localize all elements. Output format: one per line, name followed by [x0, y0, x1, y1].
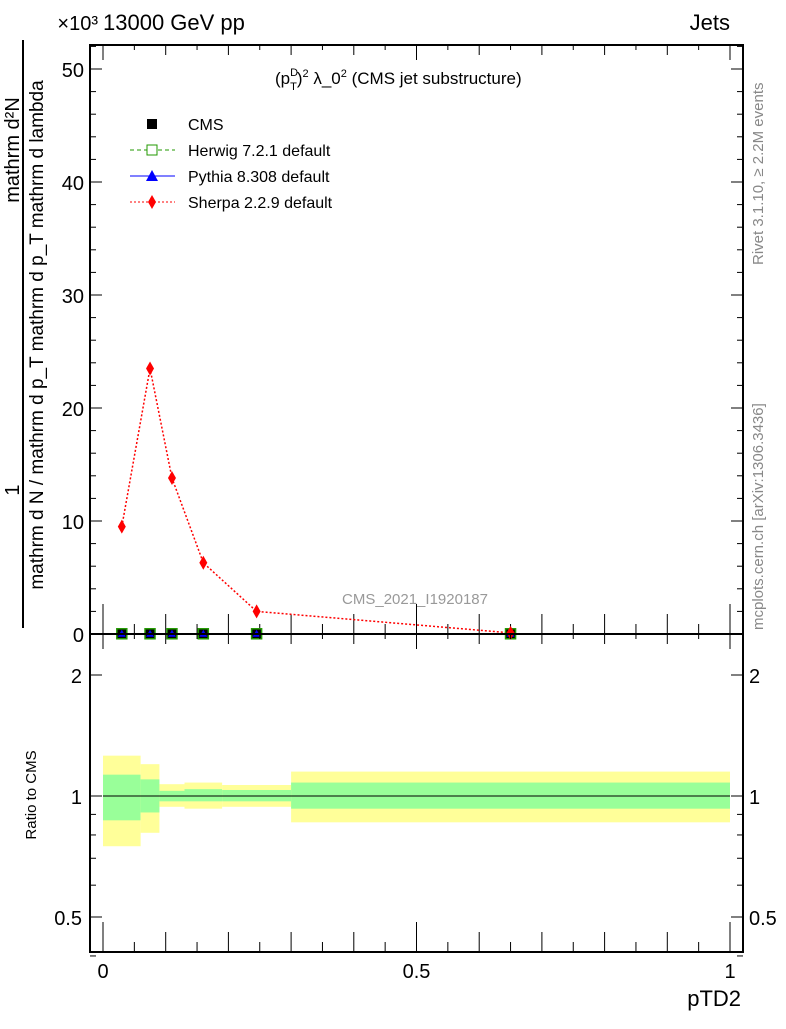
ratio-y-tick-label: 1	[71, 787, 82, 809]
header-right: Jets	[690, 10, 730, 35]
legend-item-cms: CMS	[147, 117, 224, 134]
y-tick-label: 50	[62, 60, 84, 82]
header-left: 13000 GeV pp	[103, 10, 245, 35]
watermark: CMS_2021_I1920187	[342, 591, 488, 608]
x-tick-label: 0	[97, 961, 108, 983]
ratio-y-tick-label-right: 1	[749, 787, 760, 809]
square-marker-icon	[147, 119, 157, 129]
plot-title: (pD T)2 λ_02 (CMS jet substructure)	[275, 67, 522, 93]
legend-label: Sherpa 2.2.9 default	[188, 195, 333, 212]
y-tick-label: 20	[62, 399, 84, 421]
open-square-marker-icon	[146, 144, 158, 156]
triangle-marker-icon	[146, 170, 158, 181]
sherpa-point	[146, 361, 155, 376]
axis-multiplier: ×10³	[57, 13, 98, 35]
sherpa-point	[117, 519, 126, 534]
legend-item-sherpa: Sherpa 2.2.9 default	[130, 195, 333, 212]
y-tick-label: 10	[62, 512, 84, 534]
rivet-label: Rivet 3.1.10, ≥ 2.2M events	[750, 83, 767, 266]
sherpa-point	[199, 555, 208, 570]
legend-item-pythia: Pythia 8.308 default	[130, 169, 330, 186]
legend: CMS Herwig 7.2.1 default Pythia 8.308 de…	[130, 117, 333, 212]
x-tick-label: 0.5	[403, 961, 431, 983]
ratio-y-label: Ratio to CMS	[23, 750, 40, 839]
sherpa-point	[252, 604, 261, 619]
y-tick-label: 0	[73, 625, 84, 647]
mcplots-label: mcplots.cern.ch [arXiv:1306.3436]	[750, 403, 767, 630]
ratio-y-tick-label-right: 0.5	[749, 908, 777, 930]
legend-label: Herwig 7.2.1 default	[188, 143, 331, 160]
y-tick-label: 30	[62, 286, 84, 308]
y-tick-label: 40	[62, 173, 84, 195]
x-tick-label: 1	[724, 961, 735, 983]
green-band-bin	[184, 789, 223, 802]
ylabel-numerator: mathrm d²N	[2, 97, 24, 203]
sherpa-point	[167, 471, 176, 486]
sherpa-line	[121, 368, 511, 634]
green-band-bin	[103, 774, 141, 821]
diamond-marker-icon	[148, 195, 156, 209]
x-axis-label: pTD2	[687, 986, 741, 1011]
legend-item-herwig: Herwig 7.2.1 default	[130, 143, 331, 160]
ylabel-denominator: mathrm d N / mathrm d p_T mathrm d p_T m…	[27, 80, 48, 590]
sherpa-point	[506, 625, 515, 640]
y-axis-label: mathrm d²N 1 mathrm d N / mathrm d p_T m…	[2, 40, 48, 628]
legend-label: CMS	[188, 117, 224, 134]
ratio-y-tick-label: 0.5	[54, 908, 82, 930]
ratio-y-tick-label-right: 2	[749, 666, 760, 688]
ylabel-one: 1	[2, 484, 24, 495]
ratio-y-tick-label: 2	[71, 666, 82, 688]
legend-label: Pythia 8.308 default	[188, 169, 330, 186]
